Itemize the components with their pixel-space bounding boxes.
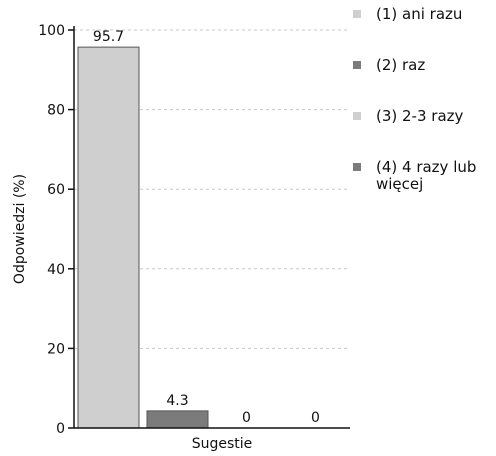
legend: (1) ani razu (2) raz (3) 2-3 razy (4) 4 … xyxy=(350,6,495,193)
legend-label-3: (3) 2-3 razy xyxy=(376,107,464,125)
bar-value-label-1: 95.7 xyxy=(93,29,124,45)
legend-label-4: (4) 4 razy lub więcej xyxy=(376,158,477,193)
y-tick-label-4: 80 xyxy=(47,103,65,119)
x-axis-title: Sugestie xyxy=(192,436,253,452)
legend-swatch-3 xyxy=(353,112,361,120)
bar-value-label-4: 0 xyxy=(311,410,320,426)
bar-2 xyxy=(146,410,209,429)
legend-swatch-4 xyxy=(353,163,361,171)
bar-value-label-3: 0 xyxy=(242,410,251,426)
y-tick-label-1: 20 xyxy=(47,341,65,357)
y-tick-label-2: 40 xyxy=(47,262,65,278)
legend-label-2: (2) raz xyxy=(376,56,426,74)
y-axis-title: Odpowiedzi (%) xyxy=(12,174,28,284)
legend-label-1: (1) ani razu xyxy=(376,5,463,23)
legend-item-1: (1) ani razu xyxy=(350,6,495,23)
legend-item-2: (2) raz xyxy=(350,57,495,74)
bar-1 xyxy=(77,46,140,429)
y-tick-label-0: 0 xyxy=(56,421,65,437)
y-tick-label-5: 100 xyxy=(38,23,65,39)
y-tick-label-3: 60 xyxy=(47,182,65,198)
legend-item-4: (4) 4 razy lub więcej xyxy=(350,159,495,193)
legend-item-3: (3) 2-3 razy xyxy=(350,108,495,125)
legend-swatch-2 xyxy=(353,61,361,69)
legend-swatch-1 xyxy=(353,10,361,18)
bar-value-label-2: 4.3 xyxy=(166,393,188,409)
